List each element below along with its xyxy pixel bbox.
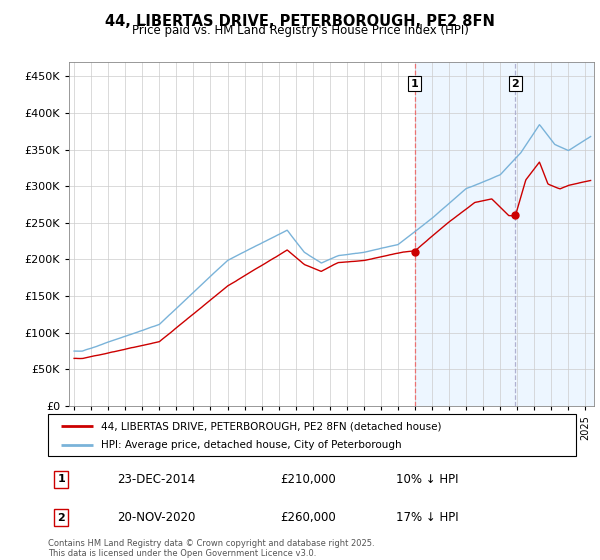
Bar bbox=[415, 62, 515, 406]
Text: HPI: Average price, detached house, City of Peterborough: HPI: Average price, detached house, City… bbox=[101, 440, 401, 450]
Text: £260,000: £260,000 bbox=[280, 511, 336, 524]
Text: £210,000: £210,000 bbox=[280, 473, 336, 486]
Text: 23-DEC-2014: 23-DEC-2014 bbox=[116, 473, 195, 486]
Text: 1: 1 bbox=[410, 78, 418, 88]
Text: 2: 2 bbox=[58, 513, 65, 523]
Text: 2: 2 bbox=[511, 78, 519, 88]
Text: 44, LIBERTAS DRIVE, PETERBOROUGH, PE2 8FN: 44, LIBERTAS DRIVE, PETERBOROUGH, PE2 8F… bbox=[105, 14, 495, 29]
FancyBboxPatch shape bbox=[48, 414, 576, 456]
Text: Contains HM Land Registry data © Crown copyright and database right 2025.
This d: Contains HM Land Registry data © Crown c… bbox=[48, 539, 374, 558]
Text: 17% ↓ HPI: 17% ↓ HPI bbox=[397, 511, 459, 524]
Text: 10% ↓ HPI: 10% ↓ HPI bbox=[397, 473, 459, 486]
Bar bbox=[515, 62, 594, 406]
Text: 44, LIBERTAS DRIVE, PETERBOROUGH, PE2 8FN (detached house): 44, LIBERTAS DRIVE, PETERBOROUGH, PE2 8F… bbox=[101, 421, 442, 431]
Text: Price paid vs. HM Land Registry's House Price Index (HPI): Price paid vs. HM Land Registry's House … bbox=[131, 24, 469, 37]
Text: 20-NOV-2020: 20-NOV-2020 bbox=[116, 511, 195, 524]
Text: 1: 1 bbox=[58, 474, 65, 484]
